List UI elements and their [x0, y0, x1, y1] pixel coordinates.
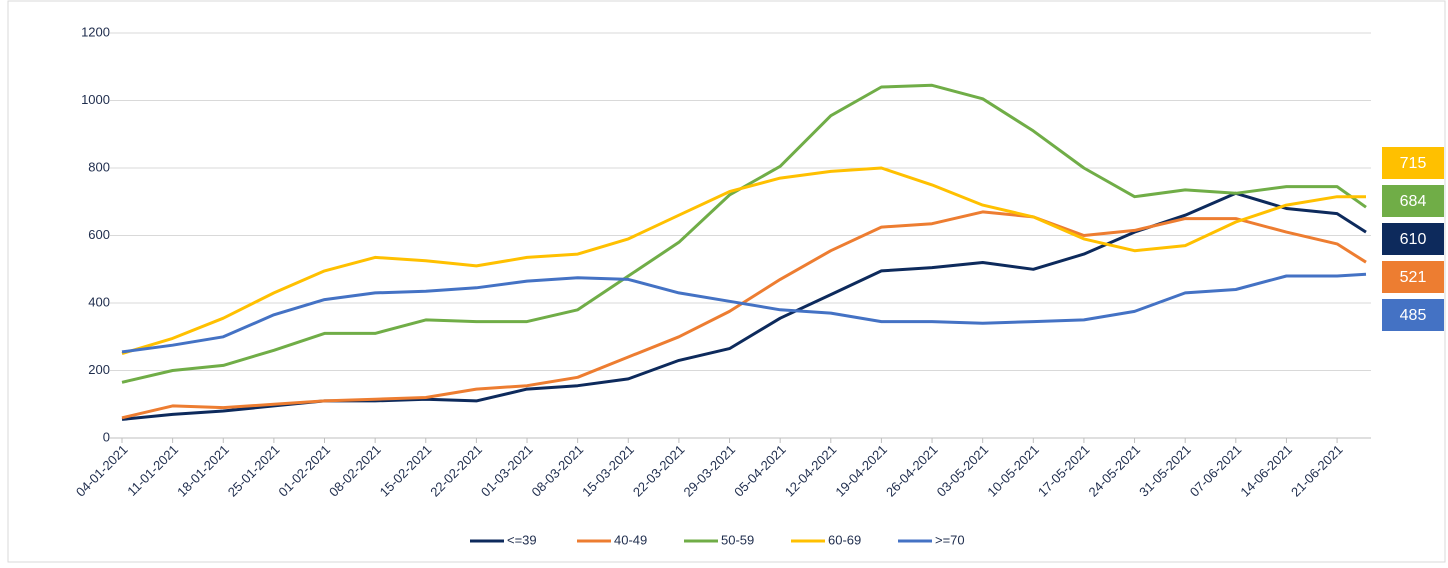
x-tick-label: 21-06-2021 — [1288, 442, 1346, 500]
legend-label: 50-59 — [721, 532, 754, 547]
y-tick-label: 1200 — [81, 24, 110, 39]
end-value-label: 521 — [1400, 269, 1427, 286]
x-tick-label: 29-03-2021 — [680, 442, 738, 500]
y-tick-label: 600 — [88, 227, 110, 242]
x-tick-label: 12-04-2021 — [782, 442, 840, 500]
x-tick-label: 07-06-2021 — [1187, 442, 1245, 500]
x-tick-label: 04-01-2021 — [73, 442, 131, 500]
series-line — [121, 83, 1367, 384]
x-tick-label: 11-01-2021 — [124, 442, 181, 499]
x-tick-label: 24-05-2021 — [1085, 442, 1143, 500]
x-tick-label: 05-04-2021 — [731, 442, 789, 500]
x-tick-label: 08-03-2021 — [529, 442, 587, 500]
x-tick-label: 08-02-2021 — [326, 442, 384, 500]
x-tick-label: 01-02-2021 — [275, 442, 333, 500]
x-tick-label: 26-04-2021 — [883, 442, 941, 500]
legend-label: >=70 — [935, 532, 965, 547]
end-value-box — [1382, 185, 1444, 217]
x-tick-label: 18-01-2021 — [174, 442, 232, 500]
x-tick-label: 14-06-2021 — [1237, 442, 1295, 500]
x-tick-label: 25-01-2021 — [225, 442, 283, 500]
legend-label: 60-69 — [828, 532, 861, 547]
end-value-box — [1382, 299, 1444, 331]
chart-border — [7, 0, 1446, 563]
x-tick-label: 22-03-2021 — [630, 442, 688, 500]
legend-label: <=39 — [507, 532, 537, 547]
x-tick-label: 31-05-2021 — [1136, 442, 1194, 500]
x-tick-label: 15-02-2021 — [377, 442, 435, 500]
x-tick-label: 10-05-2021 — [984, 442, 1042, 500]
series-line — [121, 210, 1367, 420]
y-tick-label: 0 — [103, 429, 110, 444]
end-value-box — [1382, 223, 1444, 255]
y-tick-label: 200 — [88, 362, 110, 377]
x-tick-label: 01-03-2021 — [478, 442, 536, 500]
x-tick-label: 17-05-2021 — [1035, 442, 1093, 500]
end-value-label: 684 — [1400, 193, 1427, 210]
x-tick-label: 19-04-2021 — [832, 442, 890, 500]
series-line — [121, 166, 1366, 356]
series-line — [121, 272, 1367, 354]
y-tick-label: 1000 — [81, 92, 110, 107]
end-value-box — [1382, 261, 1444, 293]
series-line — [121, 191, 1367, 421]
end-value-label: 715 — [1400, 155, 1427, 172]
y-tick-label: 800 — [88, 159, 110, 174]
end-value-label: 610 — [1400, 231, 1427, 248]
x-tick-label: 15-03-2021 — [579, 442, 637, 500]
end-value-label: 485 — [1400, 307, 1427, 324]
end-value-box — [1382, 147, 1444, 179]
legend-label: 40-49 — [614, 532, 647, 547]
x-tick-label: 22-02-2021 — [427, 442, 485, 500]
x-tick-label: 03-05-2021 — [934, 442, 992, 500]
y-tick-label: 400 — [88, 294, 110, 309]
